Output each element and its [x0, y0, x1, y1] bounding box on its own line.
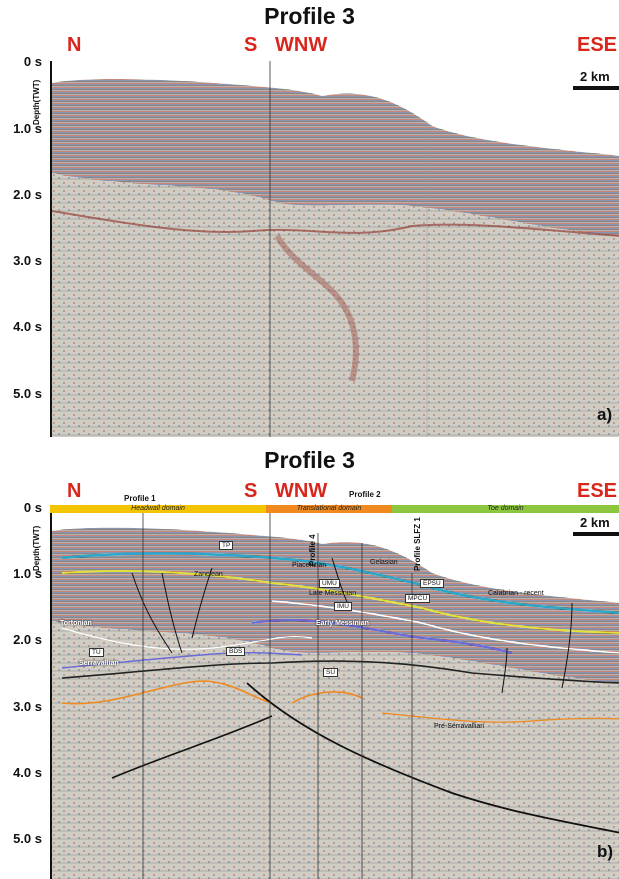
panel-b-y-axis-label: Depth(TWT): [32, 525, 41, 571]
panel-a-scale-label: 2 km: [580, 69, 610, 84]
unit-tortonian: Tortonian: [60, 620, 92, 627]
panel-a-direction-ese: ESE: [577, 34, 618, 56]
unit-piacenzian: Piacenzian: [292, 562, 327, 569]
unit-serravallian: Serravallian: [79, 660, 119, 667]
panel-b-interpreted-image: [52, 513, 619, 879]
panel-b-seismic-section: [50, 513, 619, 879]
panel-b-tick-2: 2.0 s: [13, 632, 42, 647]
unit-mpcu: MPCU: [405, 594, 431, 603]
panel-a-seismic-image: [52, 61, 619, 437]
panel-a-seismic-section: [50, 61, 619, 437]
unit-su: SU: [323, 668, 339, 677]
panel-b-label: b): [597, 842, 614, 861]
domain-headwall: Headwall domain: [50, 505, 266, 513]
panel-a-direction-n: N: [67, 34, 82, 56]
unit-tu: TU: [89, 648, 104, 657]
unit-umu: UMU: [319, 579, 340, 588]
unit-early-messinian: Early Messinian: [316, 620, 369, 627]
panel-b-title: Profile 3: [264, 447, 355, 473]
panel-b-direction-ese: ESE: [577, 480, 618, 502]
profile-2-label: Profile 2: [349, 490, 381, 499]
unit-pre-serravallian: Pre-Serravallian: [434, 723, 485, 730]
domain-translational: Translational domain: [266, 505, 392, 513]
profile-slfz-1-label: Profile SLFZ 1: [413, 517, 422, 571]
domain-toe: Toe domain: [392, 505, 619, 513]
unit-late-messinian: Late Messinian: [309, 590, 357, 597]
unit-epsu: EPSU: [420, 579, 444, 588]
unit-zanclean: Zanclean: [194, 571, 223, 578]
panel-a-tick-4: 4.0 s: [13, 319, 42, 334]
panel-a-title: Profile 3: [264, 3, 355, 29]
panel-a-tick-0: 0 s: [23, 54, 42, 69]
unit-bds: BDS: [226, 647, 246, 656]
panel-b-direction-wnw: WNW: [275, 480, 328, 502]
panel-a-label: a): [597, 405, 613, 424]
unit-imu: IMU: [334, 602, 352, 611]
panel-b-tick-3: 3.0 s: [13, 699, 42, 714]
panel-a-tick-3: 3.0 s: [13, 253, 42, 268]
panel-b-tick-1: 1.0 s: [13, 566, 42, 581]
unit-calabrian: Calabrian - recent: [488, 590, 544, 597]
panel-b-direction-n: N: [67, 480, 82, 502]
panel-a-tick-1: 1.0 s: [13, 121, 42, 136]
profile-1-label: Profile 1: [124, 494, 156, 503]
panel-b-tick-4: 4.0 s: [13, 765, 42, 780]
panel-a-direction-s: S: [244, 34, 258, 56]
panel-b-scale-label: 2 km: [580, 515, 610, 530]
panel-a-scale-bar: [573, 86, 619, 90]
panel-b-direction-s: S: [244, 480, 258, 502]
panel-a-tick-2: 2.0 s: [13, 187, 42, 202]
unit-tp: TP: [219, 541, 234, 550]
unit-gelasian: Gelasian: [370, 559, 398, 566]
panel-b-tick-5: 5.0 s: [13, 831, 42, 846]
panel-b-scale-bar: [573, 532, 619, 536]
panel-a-y-axis-label: Depth(TWT): [32, 79, 41, 125]
panel-a-tick-5: 5.0 s: [13, 386, 42, 401]
panel-b-tick-0: 0 s: [23, 500, 42, 515]
panel-a-direction-wnw: WNW: [275, 34, 328, 56]
